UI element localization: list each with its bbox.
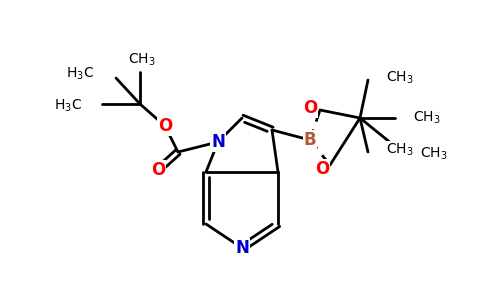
- Text: H$_3$C: H$_3$C: [54, 98, 82, 114]
- Text: H$_3$C: H$_3$C: [66, 66, 94, 82]
- Text: O: O: [315, 160, 329, 178]
- Text: N: N: [235, 239, 249, 257]
- Text: CH$_3$: CH$_3$: [420, 146, 448, 162]
- Text: O: O: [158, 117, 172, 135]
- Text: O: O: [303, 99, 317, 117]
- Text: O: O: [151, 161, 165, 179]
- Text: N: N: [211, 133, 225, 151]
- Text: CH$_3$: CH$_3$: [386, 142, 414, 158]
- Text: B: B: [303, 131, 317, 149]
- Text: CH$_3$: CH$_3$: [128, 52, 156, 68]
- Text: CH$_3$: CH$_3$: [386, 70, 414, 86]
- Text: CH$_3$: CH$_3$: [413, 110, 440, 126]
